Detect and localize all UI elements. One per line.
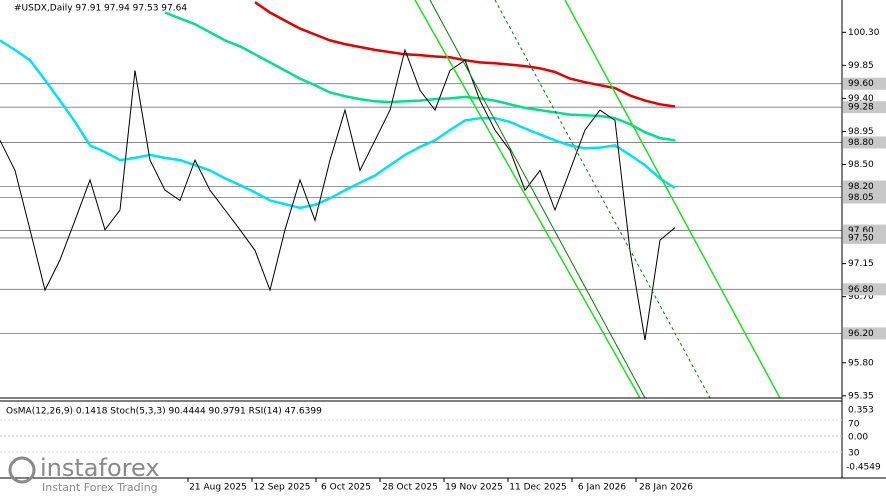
y-tick-label: 98.50	[848, 160, 874, 170]
x-tick-label: 11 Dec 2025	[509, 483, 567, 493]
indicator-header: OsMA(12,26,9) 0.1418 Stoch(5,3,3) 90.444…	[6, 407, 322, 417]
watermark-brand: instaforex	[40, 454, 160, 482]
level-box	[843, 231, 886, 244]
y-tick-label: 98.95	[848, 127, 874, 137]
y-tick-label: 99.40	[848, 94, 874, 104]
series-line	[0, 39, 676, 210]
y-tick-label: 95.80	[848, 358, 874, 368]
x-tick-label: 6 Jan 2026	[578, 483, 626, 493]
indicator-scale: 70	[848, 420, 860, 430]
price-panel	[0, 1, 842, 341]
y-tick-label: 96.70	[848, 292, 874, 302]
level-label: 98.05	[848, 193, 874, 203]
y-tick-label: 97.15	[848, 259, 874, 269]
y-tick-label: 99.85	[848, 61, 874, 71]
series-line	[0, 48, 676, 341]
level-label: 99.60	[848, 79, 874, 89]
level-box	[843, 327, 886, 340]
level-box	[843, 101, 886, 114]
level-label: 98.80	[848, 138, 874, 148]
channel-line	[564, 0, 781, 399]
level-box	[843, 180, 886, 193]
x-tick-label: 28 Jan 2026	[639, 483, 693, 493]
logo	[8, 456, 36, 484]
level-label: 96.20	[848, 329, 874, 339]
level-label: 96.80	[848, 285, 874, 295]
indicator-scale: 0.353	[848, 406, 874, 416]
channel-line	[414, 0, 641, 399]
chart-title: #USDX,Daily 97.91 97.94 97.53 97.64	[14, 4, 187, 14]
x-tick-label: 21 Aug 2025	[189, 483, 247, 493]
channel-line	[429, 0, 646, 399]
x-tick-label: 19 Nov 2025	[445, 483, 503, 493]
series-line	[164, 11, 676, 142]
x-tick-label: 28 Oct 2025	[382, 483, 438, 493]
indicator-scale: 30	[848, 449, 860, 459]
y-tick-label: 100.30	[848, 28, 880, 38]
watermark-tagline: Instant Forex Trading	[42, 481, 158, 494]
y-tick-label: 95.35	[848, 391, 874, 401]
level-box	[843, 136, 886, 149]
level-label: 98.20	[848, 182, 874, 192]
level-box	[843, 191, 886, 204]
level-box	[843, 77, 886, 90]
level-box	[843, 283, 886, 296]
level-label: 97.50	[848, 233, 874, 243]
x-tick-label: 12 Sep 2025	[253, 483, 310, 493]
level-label: 97.60	[848, 226, 874, 236]
level-label: 99.28	[848, 103, 874, 113]
indicator-scale: 0.00	[848, 433, 868, 443]
indicator-scale: -0.4549	[846, 463, 881, 473]
x-tick-label: 6 Oct 2025	[321, 483, 371, 493]
